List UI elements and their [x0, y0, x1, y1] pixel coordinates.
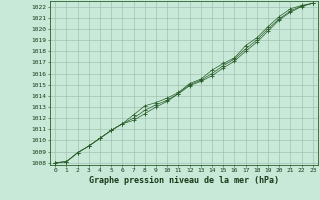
- X-axis label: Graphe pression niveau de la mer (hPa): Graphe pression niveau de la mer (hPa): [89, 176, 279, 185]
